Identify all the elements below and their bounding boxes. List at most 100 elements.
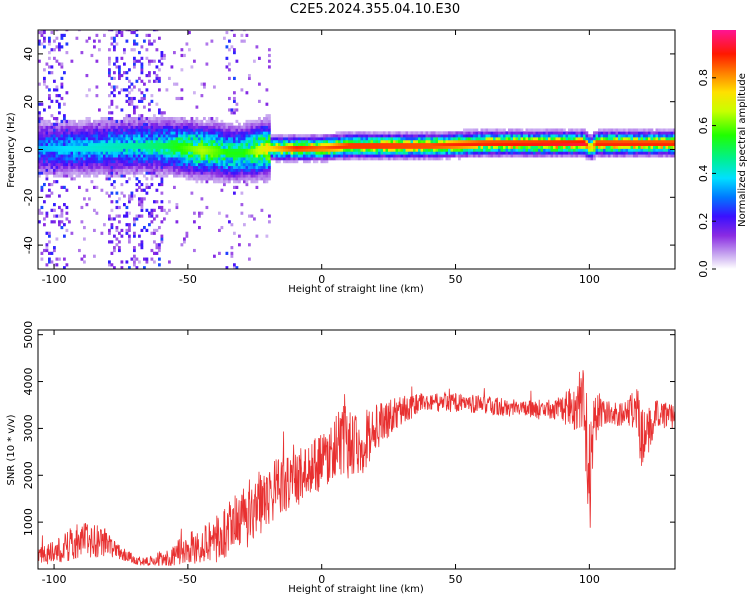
heatmap-cell (383, 157, 386, 161)
heatmap-cell (328, 151, 331, 155)
heatmap-cell (78, 131, 81, 135)
heatmap-cell (655, 145, 659, 149)
heatmap-cell (48, 234, 51, 238)
heatmap-cell (228, 145, 231, 149)
heatmap-cell (128, 154, 131, 158)
heatmap-cell (233, 157, 236, 161)
heatmap-cell (665, 137, 669, 141)
heatmap-cell (463, 128, 466, 132)
heatmap-cell (373, 142, 376, 146)
heatmap-cell (255, 142, 259, 146)
heatmap-cell (155, 119, 159, 124)
heatmap-cell (138, 171, 141, 175)
heatmap-cell (263, 128, 266, 132)
heatmap-cell (78, 125, 81, 129)
heatmap-cell (98, 145, 101, 149)
heatmap-cell (243, 180, 246, 184)
heatmap-cell (88, 88, 91, 92)
heatmap-cell (383, 148, 386, 152)
heatmap-cell (223, 131, 226, 135)
heatmap-cell (470, 151, 474, 155)
heatmap-cell (378, 154, 381, 158)
heatmap-cell (58, 157, 61, 161)
heatmap-cell (50, 137, 54, 141)
heatmap-cell (65, 142, 69, 146)
heatmap-cell (518, 139, 521, 144)
heatmap-cell (133, 157, 136, 161)
heatmap-cell (120, 165, 124, 169)
heatmap-cell (118, 30, 121, 35)
heatmap-cell (668, 148, 671, 152)
heatmap-cell (213, 254, 216, 258)
heatmap-cell (223, 154, 226, 158)
heatmap-cell (548, 134, 551, 138)
heatmap-cell (213, 162, 216, 167)
heatmap-cell (148, 71, 151, 75)
heatmap-cell (110, 171, 114, 175)
heatmap-cell (138, 162, 141, 167)
heatmap-cell (238, 134, 241, 138)
heatmap-cell (128, 91, 131, 95)
heatmap-cell (490, 145, 494, 149)
heatmap-cell (88, 160, 91, 164)
heatmap-cell (568, 128, 571, 132)
heatmap-cell (118, 71, 121, 75)
heatmap-cell (138, 145, 141, 149)
heatmap-cell (60, 45, 64, 49)
heatmap-cell (455, 137, 459, 141)
heatmap-cell (380, 131, 384, 135)
heatmap-cell (228, 154, 231, 158)
heatmap-cell (425, 154, 429, 158)
heatmap-cell (233, 48, 236, 52)
heatmap-cell (108, 139, 111, 144)
heatmap-cell (433, 154, 436, 158)
heatmap-cell (465, 151, 469, 155)
heatmap-cell (645, 137, 649, 141)
heatmap-cell (155, 151, 159, 155)
heatmap-cell (220, 131, 224, 135)
heatmap-cell (468, 131, 471, 135)
heatmap-cell (308, 148, 311, 152)
heatmap-cell (623, 151, 626, 155)
heatmap-cell (240, 39, 244, 43)
heatmap-cell (115, 85, 119, 89)
heatmap-cell (75, 137, 79, 141)
heatmap-cell (320, 148, 324, 152)
heatmap-cell (470, 142, 474, 146)
heatmap-cell (168, 171, 171, 175)
heatmap-cell (490, 137, 494, 141)
heatmap-cell (120, 128, 124, 132)
heatmap-cell (178, 116, 181, 121)
heatmap-cell (553, 151, 556, 155)
heatmap-cell (110, 99, 114, 103)
heatmap-cell (600, 131, 604, 135)
heatmap-cell (648, 134, 651, 138)
heatmap-cell (130, 162, 134, 167)
heatmap-cell (470, 128, 474, 132)
heatmap-cell (113, 266, 116, 269)
heatmap-cell (45, 165, 49, 169)
heatmap-cell (603, 148, 606, 152)
heatmap-cell (230, 157, 234, 161)
heatmap-cell (43, 76, 46, 81)
heatmap-cell (133, 168, 136, 172)
heatmap-cell (310, 134, 314, 138)
heatmap-cell (238, 148, 241, 152)
heatmap-cell (660, 145, 664, 149)
heatmap-cell (305, 142, 309, 146)
heatmap-cell (435, 142, 439, 146)
heatmap-cell (58, 205, 61, 210)
heatmap-cell (253, 162, 256, 167)
heatmap-cell (135, 160, 139, 164)
heatmap-cell (40, 119, 44, 124)
heatmap-cell (58, 62, 61, 66)
heatmap-cell (480, 145, 484, 149)
heatmap-cell (85, 165, 89, 169)
heatmap-cell (385, 148, 389, 152)
heatmap-cell (110, 154, 114, 158)
heatmap-cell (115, 148, 119, 152)
heatmap-cell (150, 154, 154, 158)
heatmap-cell (370, 148, 374, 152)
heatmap-cell (130, 82, 134, 86)
heatmap-cell (635, 142, 639, 146)
